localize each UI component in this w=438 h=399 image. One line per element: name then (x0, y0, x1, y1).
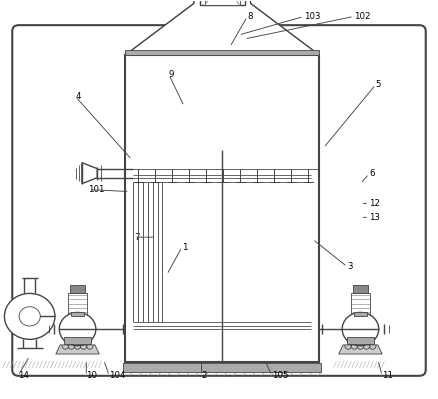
Bar (123, 363, 321, 372)
Bar (71, 312, 84, 316)
Bar (205, 0, 240, 5)
Circle shape (342, 312, 379, 346)
Polygon shape (125, 0, 319, 55)
FancyBboxPatch shape (12, 25, 426, 376)
Bar (125, 50, 319, 55)
Polygon shape (251, 3, 319, 55)
Polygon shape (56, 345, 99, 354)
Bar (200, 0, 245, 5)
Text: 9: 9 (169, 70, 174, 79)
Text: 6: 6 (369, 169, 374, 178)
Bar (70, 285, 85, 292)
Text: 12: 12 (369, 199, 380, 208)
Bar (125, 55, 319, 362)
Bar (222, 182, 311, 322)
Bar (133, 182, 222, 322)
Bar (68, 292, 87, 314)
Text: 105: 105 (272, 371, 289, 380)
Text: 101: 101 (88, 185, 105, 194)
Text: 3: 3 (347, 263, 353, 271)
Bar (353, 285, 368, 292)
Polygon shape (125, 3, 194, 55)
Text: 14: 14 (18, 371, 29, 380)
Bar (351, 292, 370, 314)
Circle shape (19, 307, 40, 326)
Polygon shape (339, 345, 382, 354)
Text: 103: 103 (304, 12, 320, 21)
Circle shape (4, 293, 55, 340)
Text: 2: 2 (201, 371, 207, 380)
Text: 7: 7 (134, 233, 140, 242)
Bar (64, 337, 92, 344)
Bar (354, 312, 367, 316)
Text: 5: 5 (376, 80, 381, 89)
Polygon shape (82, 163, 97, 184)
Text: 8: 8 (247, 12, 253, 21)
Text: 13: 13 (369, 213, 380, 222)
Text: 10: 10 (86, 371, 97, 380)
Text: 4: 4 (75, 92, 81, 101)
Text: 11: 11 (382, 371, 393, 380)
Text: 102: 102 (354, 12, 371, 21)
Text: 104: 104 (110, 371, 126, 380)
Text: 1: 1 (182, 243, 187, 251)
Circle shape (59, 312, 96, 346)
Bar (346, 337, 374, 344)
